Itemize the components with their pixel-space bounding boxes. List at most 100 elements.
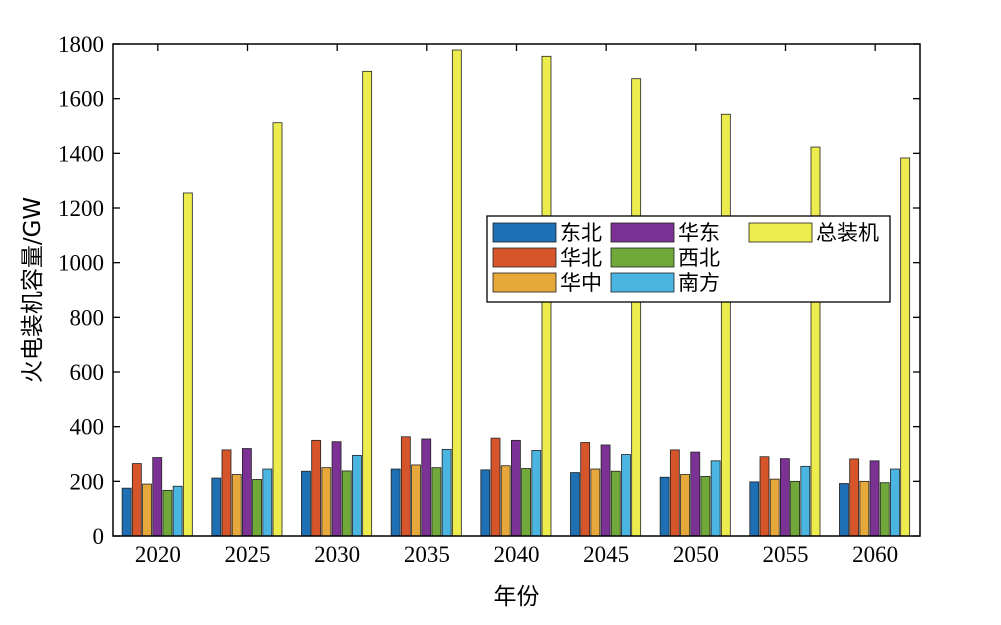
legend-label: 南方 xyxy=(678,271,720,295)
bar xyxy=(521,468,531,537)
x-tick-label: 2045 xyxy=(583,542,629,567)
bar xyxy=(121,487,132,537)
bar xyxy=(531,450,542,537)
bar xyxy=(221,449,232,537)
x-axis-ticks: 2020 2025 2030 2035 2040 2045 2050 2055 2060 xyxy=(135,44,898,567)
bar xyxy=(600,444,611,537)
bar xyxy=(231,474,242,537)
bar xyxy=(659,476,670,537)
bar xyxy=(849,458,860,537)
legend-swatch xyxy=(492,272,557,293)
bar xyxy=(331,441,342,537)
bar xyxy=(500,465,511,537)
bar xyxy=(710,460,721,537)
legend-label: 华中 xyxy=(560,271,602,295)
bar xyxy=(490,437,501,537)
y-tick-label: 1800 xyxy=(58,32,104,57)
bar xyxy=(510,439,521,537)
bar xyxy=(890,468,900,537)
x-tick-label: 2040 xyxy=(494,542,540,567)
bar xyxy=(749,481,760,537)
bar xyxy=(131,463,142,537)
y-tick-label: 1200 xyxy=(58,196,104,221)
y-tick-label: 200 xyxy=(70,469,105,494)
bar xyxy=(431,467,442,537)
bar xyxy=(301,470,311,537)
legend-label: 总装机 xyxy=(816,221,879,245)
bar xyxy=(690,451,701,537)
legend-swatch xyxy=(610,272,675,293)
legend-label: 东北 xyxy=(560,221,602,245)
bar xyxy=(720,113,731,537)
legend-label: 华北 xyxy=(560,246,602,270)
bar xyxy=(390,468,401,537)
legend-label: 西北 xyxy=(678,246,720,270)
bar xyxy=(480,469,491,537)
bar xyxy=(400,436,411,537)
bar xyxy=(879,482,890,537)
x-tick-label: 2050 xyxy=(673,542,719,567)
bar xyxy=(241,448,252,537)
bar xyxy=(142,483,152,537)
bar xyxy=(570,472,580,537)
y-tick-label: 1600 xyxy=(58,87,104,112)
bar xyxy=(621,454,631,537)
bar xyxy=(172,485,183,537)
bar xyxy=(421,438,432,537)
y-axis-label: 火电装机容量/GW xyxy=(20,197,46,383)
bar xyxy=(182,192,193,537)
legend-swatch xyxy=(610,222,675,243)
x-tick-label: 2025 xyxy=(225,542,271,567)
bar xyxy=(769,478,780,537)
x-tick-label: 2055 xyxy=(763,542,809,567)
legend-swatch xyxy=(748,222,813,243)
bar xyxy=(272,122,283,537)
bar xyxy=(759,456,770,537)
y-tick-label: 1400 xyxy=(58,141,104,166)
legend-swatch xyxy=(492,222,557,243)
bar xyxy=(162,489,173,537)
x-tick-label: 2020 xyxy=(135,542,181,567)
bar xyxy=(631,78,642,537)
bar xyxy=(810,146,821,537)
bar xyxy=(590,468,601,537)
legend-swatch xyxy=(492,247,557,268)
bar xyxy=(610,470,621,537)
y-tick-label: 600 xyxy=(70,360,105,385)
y-tick-label: 400 xyxy=(70,415,105,440)
bar xyxy=(859,480,870,537)
x-axis-label: 年份 xyxy=(494,584,540,610)
y-axis-ticks: 0 200 400 600 800 1000 1200 1400 1600 1800 xyxy=(58,32,920,549)
bar xyxy=(580,442,591,537)
x-tick-label: 2030 xyxy=(314,542,360,567)
bar xyxy=(311,439,322,537)
legend-label: 华东 xyxy=(678,221,720,245)
bar xyxy=(211,477,222,537)
x-tick-label: 2060 xyxy=(852,542,898,567)
bar xyxy=(341,470,352,537)
bar xyxy=(252,479,263,537)
bar xyxy=(362,70,373,537)
bar xyxy=(669,449,680,537)
legend-swatch xyxy=(610,247,675,268)
bar xyxy=(790,480,800,537)
bar xyxy=(152,457,163,537)
bar xyxy=(700,476,711,537)
bar xyxy=(780,458,790,537)
bar xyxy=(900,157,911,537)
bar xyxy=(411,464,421,537)
x-tick-label: 2035 xyxy=(404,542,450,567)
bar xyxy=(451,49,462,537)
bar xyxy=(321,467,332,537)
bar xyxy=(352,454,362,537)
bar xyxy=(262,468,273,537)
bar xyxy=(800,465,811,537)
bars xyxy=(121,49,911,537)
y-tick-label: 0 xyxy=(93,524,105,549)
bar xyxy=(869,460,880,537)
plot-area-frame xyxy=(112,43,921,537)
bar xyxy=(839,483,849,537)
y-tick-label: 1000 xyxy=(58,251,104,276)
